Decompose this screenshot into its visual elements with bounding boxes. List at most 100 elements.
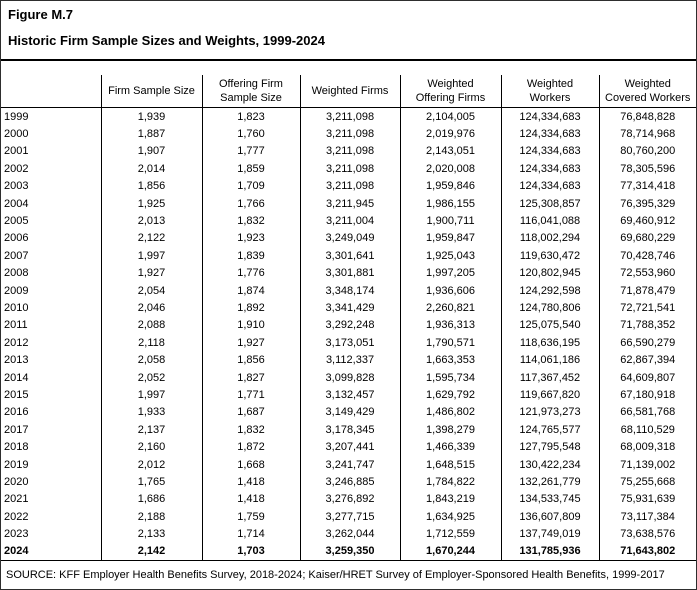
- value-cell: 2,088: [100, 316, 202, 335]
- table-body: 1999 1,939 1,823 3,211,098 2,104,005 124,334,…: [1, 107, 696, 561]
- value-cell: 66,581,768: [598, 403, 696, 422]
- value-cell: 1,759: [201, 507, 300, 526]
- year-cell: 2010: [4, 301, 29, 314]
- value-cell: 3,099,828: [299, 368, 400, 387]
- value-cell: 2,014: [100, 160, 202, 178]
- value-cell: 70,428,746: [598, 247, 696, 265]
- value-cell: 73,117,384: [598, 507, 696, 526]
- value-cell: 1,997,205: [399, 264, 501, 282]
- value-cell: 1,859: [201, 160, 300, 178]
- value-cell: 3,301,641: [299, 247, 400, 265]
- value-cell: 80,760,200: [598, 142, 696, 161]
- value-cell: 2,160: [100, 438, 202, 456]
- value-cell: 1,790,571: [399, 334, 501, 352]
- value-cell: 3,149,429: [299, 403, 400, 422]
- value-cell: 124,334,683: [500, 177, 599, 195]
- year-cell: 2022: [4, 510, 29, 523]
- value-cell: 1,986,155: [399, 194, 501, 213]
- value-cell: 78,714,968: [598, 125, 696, 143]
- year-cell: 2020: [4, 475, 29, 488]
- value-cell: 1,907: [100, 142, 202, 161]
- table-row: 2020 1,765 1,418 3,246,885 1,784,822 132,261,…: [1, 473, 696, 491]
- year-cell: 2014: [4, 371, 29, 384]
- value-cell: 3,301,881: [299, 264, 400, 282]
- value-cell: 2,142: [100, 542, 202, 561]
- value-cell: 132,261,779: [500, 473, 599, 491]
- value-cell: 125,075,540: [500, 316, 599, 335]
- value-cell: 3,348,174: [299, 281, 400, 300]
- year-cell: 2016: [4, 406, 29, 419]
- value-cell: 1,703: [201, 542, 300, 561]
- value-cell: 3,276,892: [299, 490, 400, 508]
- value-cell: 72,721,541: [598, 299, 696, 317]
- column-header: Weighted Offering Firms: [399, 75, 501, 108]
- value-cell: 119,667,820: [500, 386, 599, 404]
- value-cell: 73,638,576: [598, 525, 696, 543]
- value-cell: 3,211,004: [299, 212, 400, 230]
- table-row: 2002 2,014 1,859 3,211,098 2,020,008 124,334,…: [1, 160, 696, 178]
- value-cell: 2,012: [100, 455, 202, 474]
- value-cell: 2,104,005: [399, 107, 501, 126]
- value-cell: 124,334,683: [500, 160, 599, 178]
- value-cell: 76,395,329: [598, 194, 696, 213]
- value-cell: 2,137: [100, 421, 202, 439]
- year-cell: 2011: [4, 319, 28, 332]
- table-row: 2003 1,856 1,709 3,211,098 1,959,846 124,334,…: [1, 177, 696, 195]
- table-row: 2001 1,907 1,777 3,211,098 2,143,051 124,334,…: [1, 142, 696, 161]
- value-cell: 1,765: [100, 473, 202, 491]
- value-cell: 117,367,452: [500, 368, 599, 387]
- value-cell: 2,188: [100, 507, 202, 526]
- value-cell: 68,009,318: [598, 438, 696, 456]
- value-cell: 1,663,353: [399, 351, 501, 369]
- value-cell: 1,874: [201, 281, 300, 300]
- value-cell: 1,766: [201, 194, 300, 213]
- year-cell: 2019: [4, 458, 29, 471]
- data-table: Firm Sample Size Offering Firm Sample Siz…: [1, 75, 696, 561]
- value-cell: 127,795,548: [500, 438, 599, 456]
- value-cell: 1,629,792: [399, 386, 501, 404]
- value-cell: 3,241,747: [299, 455, 400, 474]
- table-row: 2000 1,887 1,760 3,211,098 2,019,976 124,334,…: [1, 125, 696, 143]
- column-header: Weighted Covered Workers: [598, 75, 696, 108]
- value-cell: 1,927: [201, 334, 300, 352]
- value-cell: 75,931,639: [598, 490, 696, 508]
- value-cell: 114,061,186: [500, 351, 599, 369]
- value-cell: 66,590,279: [598, 334, 696, 352]
- value-cell: 2,118: [100, 334, 202, 352]
- value-cell: 124,780,806: [500, 299, 599, 317]
- value-cell: 136,607,809: [500, 507, 599, 526]
- value-cell: 1,776: [201, 264, 300, 282]
- value-cell: 2,133: [100, 525, 202, 543]
- table-row: 2018 2,160 1,872 3,207,441 1,466,339 127,795,…: [1, 438, 696, 456]
- year-cell: 2009: [4, 284, 29, 297]
- value-cell: 71,788,352: [598, 316, 696, 335]
- value-cell: 3,277,715: [299, 507, 400, 526]
- table-row: 2010 2,046 1,892 3,341,429 2,260,821 124,780,…: [1, 299, 696, 317]
- value-cell: 1,823: [201, 107, 300, 126]
- value-cell: 1,936,313: [399, 316, 501, 335]
- value-cell: 118,636,195: [500, 334, 599, 352]
- value-cell: 1,827: [201, 368, 300, 387]
- value-cell: 1,927: [100, 264, 202, 282]
- column-header: Weighted Workers: [500, 75, 599, 108]
- value-cell: 1,784,822: [399, 473, 501, 491]
- value-cell: 1,712,559: [399, 525, 501, 543]
- value-cell: 3,259,350: [299, 542, 400, 561]
- value-cell: 3,211,945: [299, 194, 400, 213]
- value-cell: 130,422,234: [500, 455, 599, 474]
- value-cell: 1,418: [201, 490, 300, 508]
- value-cell: 1,997: [100, 247, 202, 265]
- value-cell: 1,466,339: [399, 438, 501, 456]
- value-cell: 124,334,683: [500, 142, 599, 161]
- value-cell: 1,687: [201, 403, 300, 422]
- figure-label: Figure M.7: [8, 7, 74, 22]
- value-cell: 1,933: [100, 403, 202, 422]
- year-cell: 2007: [4, 249, 29, 262]
- table-row: 2011 2,088 1,910 3,292,248 1,936,313 125,075,…: [1, 316, 696, 335]
- year-cell: 2008: [4, 267, 29, 280]
- value-cell: 134,533,745: [500, 490, 599, 508]
- value-cell: 2,143,051: [399, 142, 501, 161]
- value-cell: 3,173,051: [299, 334, 400, 352]
- value-cell: 118,002,294: [500, 229, 599, 248]
- year-cell: 2018: [4, 441, 29, 454]
